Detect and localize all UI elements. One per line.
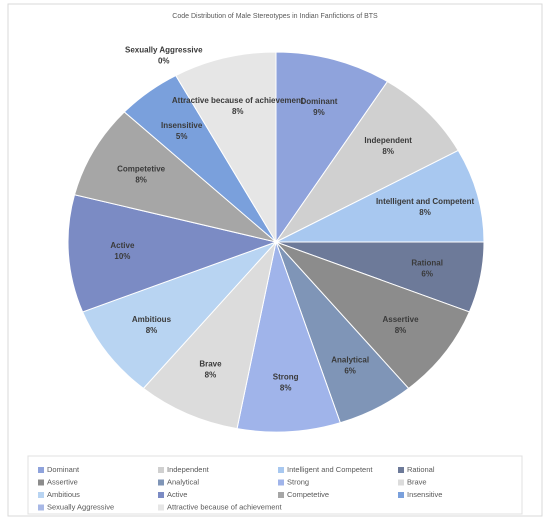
- pie-slice: [275, 149, 485, 243]
- pie-slice: [175, 51, 277, 244]
- slice-label-value: 5%: [176, 132, 188, 141]
- slice-label-name: Strong: [273, 372, 299, 381]
- pie-slice: [81, 241, 277, 390]
- legend-label: Active: [167, 490, 187, 499]
- legend-label: Attractive because of achievement: [167, 502, 283, 511]
- slice-label: Attractive because of achievement 8%: [172, 96, 304, 116]
- pie-slice: [275, 241, 471, 390]
- legend-label: Ambitious: [47, 490, 80, 499]
- slice-label-value: 8%: [232, 107, 244, 116]
- slice-label: Competetive 8%: [117, 164, 166, 184]
- slice-label-name: Assertive: [383, 315, 420, 324]
- slice-label: Insensitive 5%: [161, 121, 203, 141]
- slice-label-name: Competetive: [117, 164, 166, 173]
- legend-label: Intelligent and Competent: [287, 465, 373, 474]
- legend-swatch: [38, 479, 44, 486]
- slice-label-value: 9%: [313, 108, 325, 117]
- slice-label: Ambitious 8%: [132, 315, 172, 335]
- slice-label: Dominant 9%: [300, 97, 337, 117]
- slice-label-value: 8%: [382, 147, 394, 156]
- slice-label-name: Sexually Aggressive: [125, 46, 203, 55]
- slice-label: Active 10%: [110, 241, 135, 261]
- legend-label: Dominant: [47, 465, 80, 474]
- slice-label-value: 10%: [114, 252, 130, 261]
- legend-label: Strong: [287, 477, 309, 486]
- legend-swatch: [158, 504, 164, 511]
- slice-label-name: Brave: [199, 359, 222, 368]
- legend-label: Brave: [407, 477, 427, 486]
- slice-label-value: 6%: [344, 366, 356, 375]
- pie-slice: [275, 80, 459, 243]
- slice-label-value: 8%: [205, 370, 217, 379]
- slice-label-value: 8%: [280, 383, 292, 392]
- legend-swatch: [398, 467, 404, 473]
- slice-label-name: Ambitious: [132, 315, 172, 324]
- slice-label-name: Attractive because of achievement: [172, 96, 304, 105]
- slice-label: Rational 6%: [411, 258, 443, 278]
- legend-swatch: [38, 504, 44, 511]
- legend-swatch: [158, 492, 164, 498]
- legend-label: Insensitive: [407, 490, 442, 499]
- slice-label-value: 8%: [146, 326, 158, 335]
- legend-swatch: [38, 467, 44, 473]
- legend-swatch: [398, 479, 404, 486]
- slice-label: Strong 8%: [273, 372, 299, 392]
- legend-swatch: [38, 492, 44, 498]
- pie-slice: [67, 194, 278, 313]
- slice-label-name: Analytical: [331, 355, 369, 364]
- slice-label-name: Active: [110, 241, 135, 250]
- legend-label: Analytical: [167, 477, 199, 486]
- chart-title: Code Distribution of Male Stereotypes in…: [172, 13, 378, 20]
- slice-label-name: Independent: [364, 136, 412, 145]
- pie-slice: [73, 111, 277, 243]
- slice-label: Sexually Aggressive 0%: [125, 46, 203, 66]
- pie-slice: [275, 51, 389, 244]
- slice-label-name: Dominant: [300, 97, 337, 106]
- slice-label-name: Insensitive: [161, 121, 203, 130]
- pie-slice: [142, 240, 277, 430]
- slice-label: Assertive 8%: [383, 315, 420, 335]
- legend-swatch: [158, 467, 164, 473]
- legend-swatch: [398, 492, 404, 498]
- legend-label: Assertive: [47, 477, 78, 486]
- slice-label-value: 8%: [395, 326, 407, 335]
- legend-label: Competetive: [287, 490, 329, 499]
- slice-label-value: 6%: [421, 269, 433, 278]
- slice-label: Analytical 6%: [331, 355, 369, 375]
- slice-label-value: 8%: [135, 175, 147, 184]
- slice-label-name: Intelligent and Competent: [376, 197, 475, 206]
- legend-swatch: [278, 479, 284, 486]
- legend-swatch: [158, 479, 164, 486]
- pie-slice: [236, 240, 341, 433]
- legend-label: Rational: [407, 465, 435, 474]
- slice-label: Independent 8%: [364, 136, 412, 156]
- slice-label-name: Rational: [411, 258, 443, 267]
- slice-label-value: 0%: [158, 57, 170, 66]
- legend-frame: [27, 455, 523, 515]
- legend-label: Independent: [167, 465, 210, 474]
- legend-swatch: [278, 467, 284, 473]
- legend-swatch: [278, 492, 284, 498]
- slice-label: Brave 8%: [199, 359, 222, 379]
- slice-label: Intelligent and Competent 8%: [376, 197, 475, 217]
- slice-label-value: 8%: [419, 208, 431, 217]
- legend-label: Sexually Aggressive: [47, 502, 114, 511]
